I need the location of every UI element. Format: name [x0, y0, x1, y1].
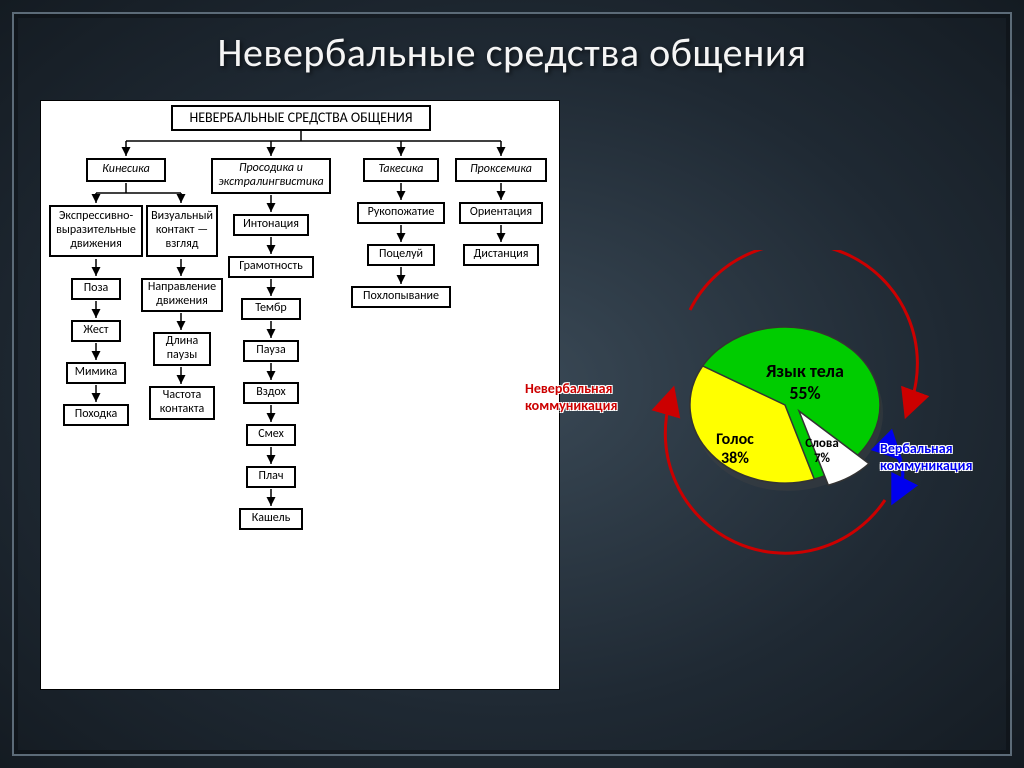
prosodics-1: Грамотность: [228, 256, 314, 278]
flow-root: НЕВЕРБАЛЬНЫЕ СРЕДСТВА ОБЩЕНИЯ: [171, 105, 431, 131]
pie-chart: [620, 250, 950, 580]
prosodics-0: Интонация: [233, 214, 309, 236]
branch-prosodics: Просодика и экстралингвистика: [211, 158, 331, 194]
kinesics-left-1: Жест: [71, 320, 121, 342]
kinesics-right-0: Направление движения: [141, 278, 223, 312]
takesics-0: Рукопожатие: [357, 202, 445, 224]
proxemics-1: Дистанция: [463, 244, 539, 266]
branch-takesics: Такесика: [363, 158, 439, 182]
prosodics-5: Смех: [246, 424, 296, 446]
kinesics-right-head: Визуальный контакт — взгляд: [146, 205, 218, 257]
prosodics-4: Вздох: [243, 382, 299, 404]
kinesics-right-1: Длина паузы: [153, 332, 211, 366]
kinesics-left-0: Поза: [71, 278, 121, 300]
branch-kinesics: Кинесика: [86, 158, 166, 182]
branch-proxemics: Проксемика: [455, 158, 547, 182]
kinesics-left-3: Походка: [63, 404, 129, 426]
kinesics-left-2: Мимика: [66, 362, 126, 384]
prosodics-3: Пауза: [243, 340, 299, 362]
pie-label-body: Язык тела 55%: [745, 360, 865, 404]
kinesics-right-2: Частота контакта: [149, 386, 215, 420]
kinesics-left-head: Экспрессивно- выразительные движения: [49, 205, 143, 257]
prosodics-2: Тембр: [241, 298, 301, 320]
label-verbal: Вербальная коммуникация: [880, 440, 972, 474]
prosodics-7: Кашель: [239, 508, 303, 530]
pie-panel: Язык тела 55% Голос 38% Слова 7% Неверба…: [580, 100, 984, 738]
takesics-1: Поцелуй: [367, 244, 435, 266]
label-nonverbal: Невербальная коммуникация: [525, 380, 617, 414]
prosodics-6: Плач: [246, 466, 296, 488]
content-area: НЕВЕРБАЛЬНЫЕ СРЕДСТВА ОБЩЕНИЯ Кинесика П…: [40, 100, 984, 738]
takesics-2: Похлопывание: [351, 286, 451, 308]
pie-label-words: Слова 7%: [792, 436, 852, 466]
pie-label-voice: Голос 38%: [695, 430, 775, 468]
proxemics-0: Ориентация: [459, 202, 543, 224]
flowchart-panel: НЕВЕРБАЛЬНЫЕ СРЕДСТВА ОБЩЕНИЯ Кинесика П…: [40, 100, 560, 690]
